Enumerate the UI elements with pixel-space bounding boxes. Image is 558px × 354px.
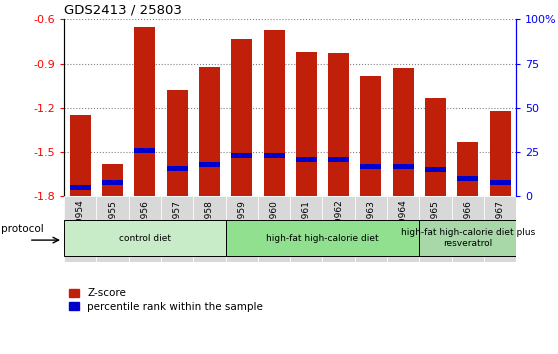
Bar <box>263 153 285 158</box>
Text: control diet: control diet <box>119 234 171 242</box>
FancyBboxPatch shape <box>323 196 355 262</box>
Text: GSM140957: GSM140957 <box>172 200 182 255</box>
Bar <box>360 75 381 196</box>
FancyBboxPatch shape <box>193 196 225 262</box>
Text: GSM140965: GSM140965 <box>431 200 440 255</box>
Bar <box>167 166 187 171</box>
Text: GDS2413 / 25803: GDS2413 / 25803 <box>64 4 182 17</box>
Bar <box>263 30 285 196</box>
FancyBboxPatch shape <box>387 196 419 262</box>
Bar <box>425 167 446 172</box>
Bar <box>70 185 91 190</box>
Bar <box>231 153 252 158</box>
Text: GSM140963: GSM140963 <box>367 200 376 255</box>
FancyBboxPatch shape <box>290 196 323 262</box>
Bar <box>328 53 349 196</box>
Bar <box>134 148 155 153</box>
FancyBboxPatch shape <box>129 196 161 262</box>
Text: high-fat high-calorie diet plus
resveratrol: high-fat high-calorie diet plus resverat… <box>401 228 535 248</box>
FancyBboxPatch shape <box>64 196 97 262</box>
Text: GSM140961: GSM140961 <box>302 200 311 255</box>
FancyBboxPatch shape <box>258 196 290 262</box>
Bar <box>199 162 220 167</box>
Bar <box>393 68 413 196</box>
FancyBboxPatch shape <box>97 196 129 262</box>
FancyBboxPatch shape <box>484 196 516 262</box>
Bar <box>425 98 446 196</box>
Text: high-fat high-calorie diet: high-fat high-calorie diet <box>266 234 379 242</box>
FancyBboxPatch shape <box>225 220 419 256</box>
Text: GSM140964: GSM140964 <box>398 200 408 255</box>
Text: GSM140960: GSM140960 <box>270 200 278 255</box>
Text: GSM140958: GSM140958 <box>205 200 214 255</box>
FancyBboxPatch shape <box>451 196 484 262</box>
Bar <box>102 180 123 185</box>
Bar <box>134 27 155 196</box>
Bar <box>489 111 511 196</box>
Bar <box>296 52 317 196</box>
Text: GSM140967: GSM140967 <box>496 200 504 255</box>
Bar <box>199 67 220 196</box>
FancyBboxPatch shape <box>64 220 225 256</box>
Bar <box>489 180 511 185</box>
FancyBboxPatch shape <box>225 196 258 262</box>
Text: GSM140966: GSM140966 <box>463 200 472 255</box>
FancyBboxPatch shape <box>355 196 387 262</box>
Bar <box>393 164 413 169</box>
Bar <box>457 176 478 181</box>
Bar <box>328 157 349 162</box>
Bar <box>167 90 187 196</box>
Text: protocol: protocol <box>1 224 44 234</box>
Bar <box>70 115 91 196</box>
Text: GSM140962: GSM140962 <box>334 200 343 255</box>
Bar <box>360 164 381 169</box>
Text: GSM140955: GSM140955 <box>108 200 117 255</box>
Text: GSM140954: GSM140954 <box>76 200 85 255</box>
Bar <box>231 39 252 196</box>
Text: GSM140959: GSM140959 <box>237 200 246 255</box>
FancyBboxPatch shape <box>161 196 193 262</box>
Legend: Z-score, percentile rank within the sample: Z-score, percentile rank within the samp… <box>69 289 263 312</box>
Text: GSM140956: GSM140956 <box>141 200 150 255</box>
FancyBboxPatch shape <box>419 196 451 262</box>
Bar <box>457 142 478 196</box>
FancyBboxPatch shape <box>419 220 516 256</box>
Bar <box>296 157 317 162</box>
Bar <box>102 164 123 196</box>
